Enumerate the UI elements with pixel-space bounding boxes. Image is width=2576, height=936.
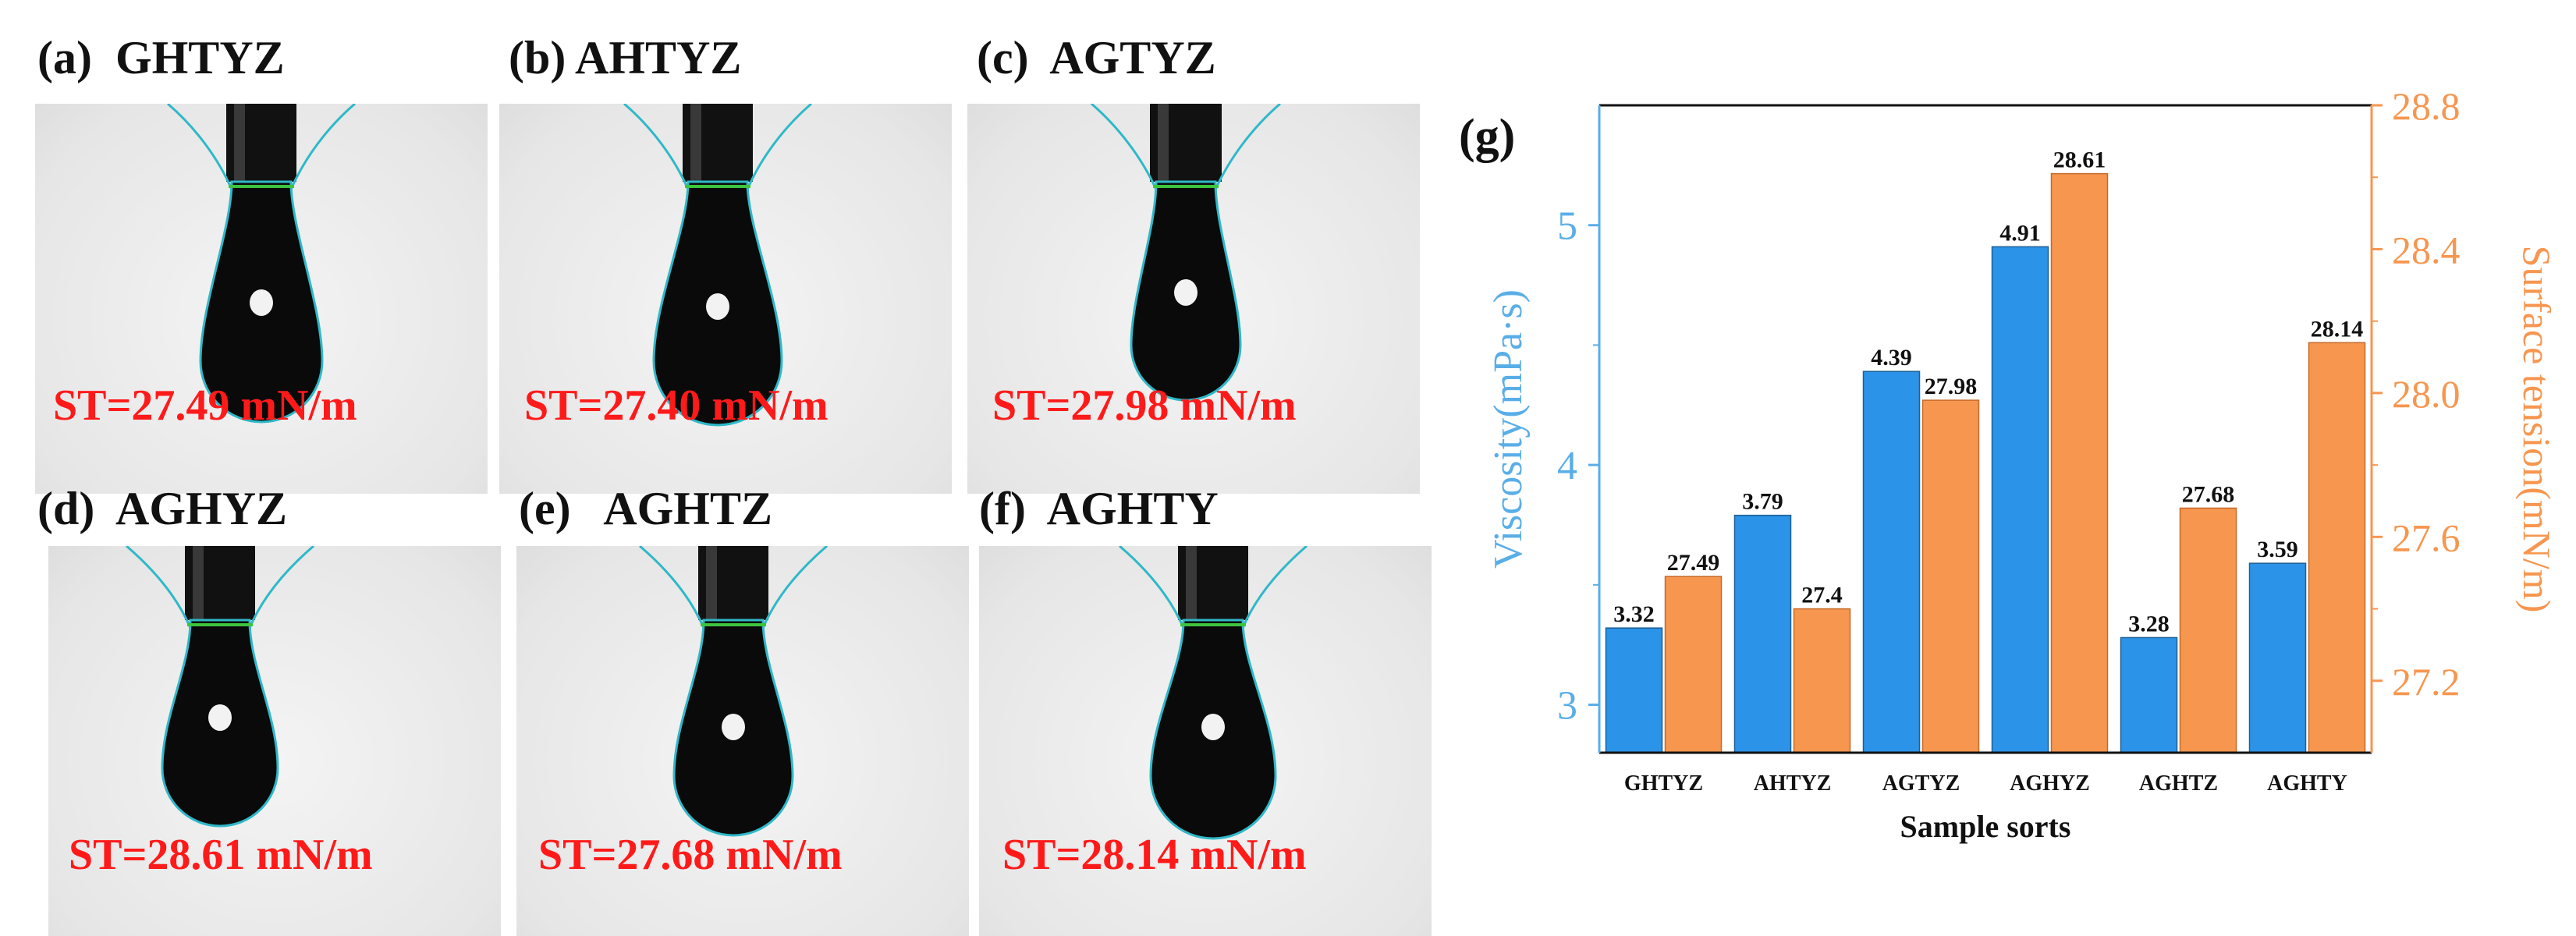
x-tick-label: GHTYZ [1624, 771, 1703, 796]
data-label-viscosity: 3.59 [2257, 537, 2298, 562]
x-tick-label: AGHTY [2267, 771, 2347, 796]
right-tick-label: 27.2 [2392, 660, 2461, 704]
bar-surface-tension-ahtyz [1793, 608, 1851, 753]
y-axis-right-title: Surface tension(mN/m) [2515, 246, 2551, 613]
droplet-image-agtyz [967, 104, 1420, 494]
contour-line [623, 104, 690, 190]
bar-surface-tension-agtyz [1921, 399, 1980, 753]
bar-surface-tension-aghty [2308, 342, 2366, 753]
reflection-spot [722, 714, 745, 740]
droplet-drawing [167, 104, 356, 424]
surface-tension-value: ST=28.61 mN/m [69, 831, 373, 879]
reflection-spot [706, 293, 729, 320]
droplet-drawing [126, 546, 314, 828]
x-tick-label: AGHTZ [2139, 771, 2218, 796]
bar-surface-tension-ghtyz [1664, 576, 1723, 753]
droplet-image-aghtz [516, 546, 969, 936]
data-label-viscosity: 3.28 [2128, 611, 2170, 636]
right-tick-label: 27.6 [2392, 516, 2461, 559]
left-tick-label: 5 [1557, 204, 1577, 249]
bar-surface-tension-aghtz [2179, 507, 2237, 753]
surface-tension-value: ST=28.14 mN/m [1002, 831, 1307, 879]
contour-line [761, 546, 828, 629]
needle-highlight [193, 546, 204, 620]
left-tick-label: 4 [1557, 444, 1577, 488]
needle-highlight [1158, 104, 1169, 182]
contour-line [248, 546, 314, 629]
x-axis-title: Sample sorts [1900, 809, 2071, 844]
panel-label: (e) AGHTZ [519, 483, 773, 534]
panel-label: (f) AGHTY [979, 483, 1219, 534]
contour-line [167, 104, 233, 190]
droplet-image-ghtyz [35, 104, 488, 494]
y-axis-left-title: Viscosity(mPa·s) [1486, 289, 1531, 569]
bar-viscosity-ahtyz [1733, 514, 1792, 753]
panel-label: (b) AHTYZ [509, 32, 742, 83]
needle-highlight [690, 104, 701, 182]
viscosity-surface-tension-chart: (g) 3.32 27.49 GHTYZ 3.79 27.4 AHTYZ 4.39 27.98 A… [1459, 86, 2551, 844]
data-label-viscosity: 4.91 [1999, 220, 2041, 246]
droplet-drawing [623, 104, 812, 427]
data-label-surface-tension: 27.4 [1801, 583, 1843, 608]
contour-line [1214, 104, 1281, 190]
data-label-surface-tension: 28.61 [2053, 147, 2106, 173]
reflection-spot [208, 704, 232, 731]
data-label-surface-tension: 27.98 [1925, 374, 1978, 399]
bar-surface-tension-aghyz [2050, 172, 2109, 753]
droplet-drawing [639, 546, 828, 837]
surface-tension-value: ST=27.68 mN/m [538, 831, 843, 879]
needle-highlight [234, 104, 245, 182]
data-label-viscosity: 3.32 [1613, 601, 1655, 627]
contour-line [126, 546, 192, 629]
contour-line [289, 104, 356, 190]
needle-highlight [1186, 546, 1197, 620]
right-tick-label: 28.8 [2392, 86, 2461, 128]
reflection-spot [1201, 714, 1225, 740]
bar-viscosity-aghyz [1991, 246, 2049, 753]
bar-viscosity-aghty [2248, 562, 2307, 753]
panel-label: (d) AGHYZ [37, 483, 288, 534]
bar-viscosity-agtyz [1862, 370, 1921, 753]
droplet-image-ahtyz [499, 104, 952, 494]
contour-line [1119, 546, 1185, 629]
contour-line [1241, 546, 1308, 629]
droplet-image-aghyz [48, 546, 501, 936]
x-tick-label: AGHYZ [2010, 771, 2090, 796]
droplet-drawing [1091, 104, 1281, 402]
contour-line [1091, 104, 1158, 190]
data-label-surface-tension: 27.49 [1667, 550, 1720, 576]
bar-viscosity-ghtyz [1605, 627, 1663, 753]
x-tick-label: AGTYZ [1882, 771, 1960, 796]
data-label-viscosity: 4.39 [1871, 345, 1912, 370]
panel-label: (c) AGTYZ [977, 32, 1216, 83]
reflection-spot [1174, 279, 1198, 306]
x-tick-label: AHTYZ [1754, 771, 1832, 796]
droplet-drawing [1119, 546, 1308, 840]
bar-viscosity-aghtz [2120, 636, 2178, 753]
reflection-spot [250, 289, 273, 316]
data-label-surface-tension: 27.68 [2182, 481, 2235, 507]
data-label-viscosity: 3.79 [1742, 489, 1783, 515]
surface-tension-value: ST=27.49 mN/m [53, 381, 357, 430]
panel-label: (a) GHTYZ [37, 32, 285, 83]
contour-line [639, 546, 705, 629]
needle-highlight [706, 546, 717, 620]
left-tick-label: 3 [1557, 684, 1577, 729]
droplet-image-aghty [979, 546, 1432, 936]
surface-tension-value: ST=27.98 mN/m [992, 381, 1297, 430]
right-tick-label: 28.4 [2392, 228, 2461, 271]
chart-panel-label: (g) [1459, 110, 1515, 163]
data-label-surface-tension: 28.14 [2311, 316, 2364, 342]
contour-line [746, 104, 812, 190]
surface-tension-value: ST=27.40 mN/m [524, 381, 829, 430]
right-tick-label: 28.0 [2392, 372, 2461, 416]
